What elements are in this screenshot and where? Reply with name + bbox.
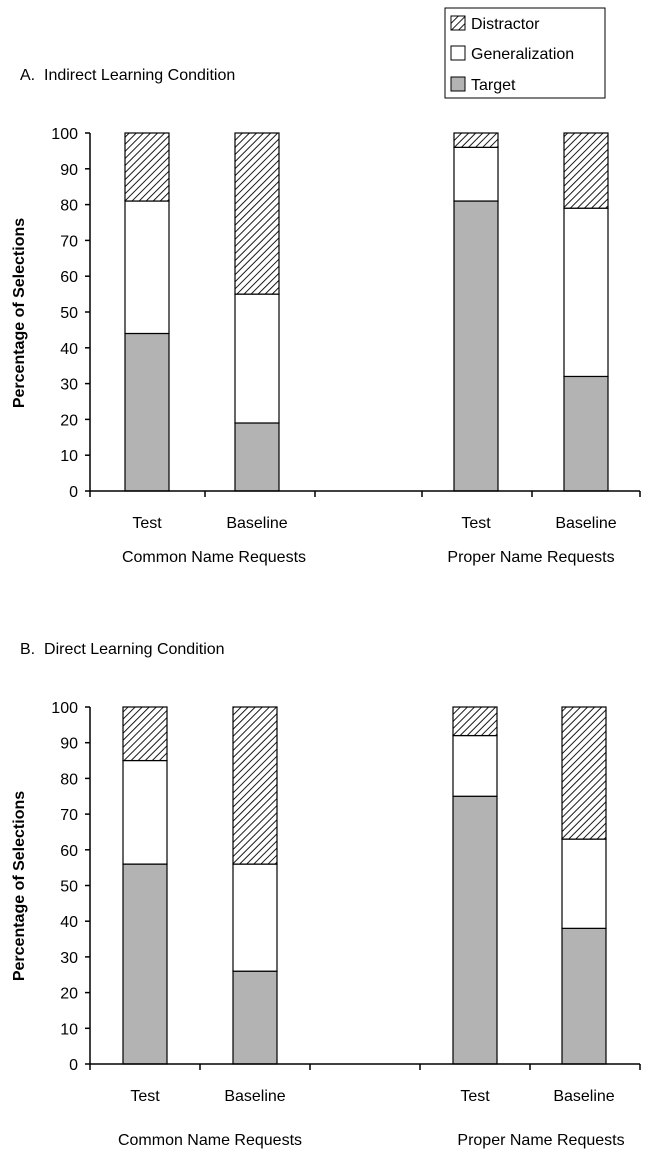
bar-segment-distractor-4 xyxy=(453,132,499,148)
y-tick-label: 50 xyxy=(60,879,78,896)
panel-b-group-label-1: Common Name Requests xyxy=(118,1132,302,1149)
y-tick-label: 0 xyxy=(69,1057,78,1074)
bar-segment-generalization-5 xyxy=(563,207,609,378)
panel-a-title: A. Indirect Learning Condition xyxy=(20,67,235,84)
bar-segment-distractor-2 xyxy=(234,132,280,295)
y-tick-label: 40 xyxy=(60,341,78,358)
bar-segment-target-5 xyxy=(563,375,609,492)
bar-segment-generalization-1 xyxy=(124,200,170,335)
bar-segment-distractor-1 xyxy=(122,706,168,762)
legend-label-distractor: Distractor xyxy=(471,16,540,33)
y-tick-label: 100 xyxy=(51,700,78,717)
panel-a-group-label-1: Common Name Requests xyxy=(122,549,306,566)
panel-a-ylabel: Percentage of Selections xyxy=(11,218,28,408)
y-tick-label: 70 xyxy=(60,233,78,250)
bar-segment-target-1 xyxy=(122,863,168,1065)
y-tick-label: 20 xyxy=(60,412,78,429)
panel-b-cat-label-4: Test xyxy=(460,1088,490,1105)
y-tick-label: 90 xyxy=(60,736,78,753)
bar-segment-target-2 xyxy=(234,422,280,492)
y-tick-label: 70 xyxy=(60,807,78,824)
panel-b: B. Direct Learning Condition Percentage … xyxy=(11,641,641,1149)
y-tick-label: 30 xyxy=(60,377,78,394)
legend-box xyxy=(444,7,606,99)
legend: Distractor Generalization Target xyxy=(444,7,606,99)
panel-a-cat-label-2: Baseline xyxy=(226,515,287,532)
y-tick-label: 80 xyxy=(60,771,78,788)
y-tick-label: 10 xyxy=(60,1021,78,1038)
panel-a-cat-label-1: Test xyxy=(132,515,162,532)
panel-b-cat-label-2: Baseline xyxy=(224,1088,285,1105)
panel-a: A. Indirect Learning Condition Percentag… xyxy=(11,67,641,566)
bar-segment-generalization-2 xyxy=(232,863,278,972)
bar-segment-distractor-5 xyxy=(563,132,609,209)
panel-b-title: B. Direct Learning Condition xyxy=(20,641,225,658)
panel-a-bars xyxy=(124,132,609,492)
panel-b-bars xyxy=(122,706,607,1065)
bar-segment-distractor-2 xyxy=(232,706,278,865)
panel-a-cat-label-4: Test xyxy=(461,515,491,532)
bar-segment-target-1 xyxy=(124,332,170,492)
bar-segment-generalization-2 xyxy=(234,293,280,424)
y-tick-label: 50 xyxy=(60,305,78,322)
y-tick-label: 100 xyxy=(51,126,78,143)
y-tick-label: 20 xyxy=(60,986,78,1003)
bar-segment-generalization-4 xyxy=(453,146,499,202)
y-tick-label: 60 xyxy=(60,269,78,286)
bar-segment-target-4 xyxy=(453,200,499,492)
y-tick-label: 80 xyxy=(60,198,78,215)
bar-segment-generalization-4 xyxy=(452,734,498,797)
panel-a-x-axis xyxy=(89,490,641,497)
panel-b-x-axis xyxy=(89,1063,641,1070)
panel-a-y-axis: 0 10 20 30 40 50 60 70 80 90 100 xyxy=(51,126,91,501)
y-tick-label: 90 xyxy=(60,162,78,179)
panel-b-y-axis: 0 10 20 30 40 50 60 70 80 90 100 xyxy=(51,700,91,1074)
y-tick-label: 0 xyxy=(69,484,78,501)
y-tick-label: 10 xyxy=(60,448,78,465)
legend-swatch-distractor xyxy=(450,15,466,31)
bar-segment-target-2 xyxy=(232,970,278,1065)
bar-segment-generalization-1 xyxy=(122,759,168,865)
bar-segment-generalization-5 xyxy=(561,838,607,929)
y-tick-label: 40 xyxy=(60,914,78,931)
panel-b-cat-label-1: Test xyxy=(130,1088,160,1105)
panel-a-group-label-2: Proper Name Requests xyxy=(447,549,614,566)
legend-swatch-target xyxy=(450,76,466,92)
legend-swatch-generalization xyxy=(450,45,466,61)
panel-b-group-label-2: Proper Name Requests xyxy=(457,1132,624,1149)
bar-segment-target-5 xyxy=(561,927,607,1065)
panel-a-cat-label-5: Baseline xyxy=(555,515,616,532)
panel-b-ylabel: Percentage of Selections xyxy=(11,791,28,981)
bar-segment-distractor-4 xyxy=(452,706,498,737)
legend-label-target: Target xyxy=(471,77,516,94)
bar-segment-distractor-5 xyxy=(561,706,607,840)
panel-b-cat-label-5: Baseline xyxy=(553,1088,614,1105)
y-tick-label: 60 xyxy=(60,843,78,860)
bar-segment-target-4 xyxy=(452,795,498,1065)
legend-label-generalization: Generalization xyxy=(471,46,574,63)
bar-segment-distractor-1 xyxy=(124,132,170,202)
y-tick-label: 30 xyxy=(60,950,78,967)
